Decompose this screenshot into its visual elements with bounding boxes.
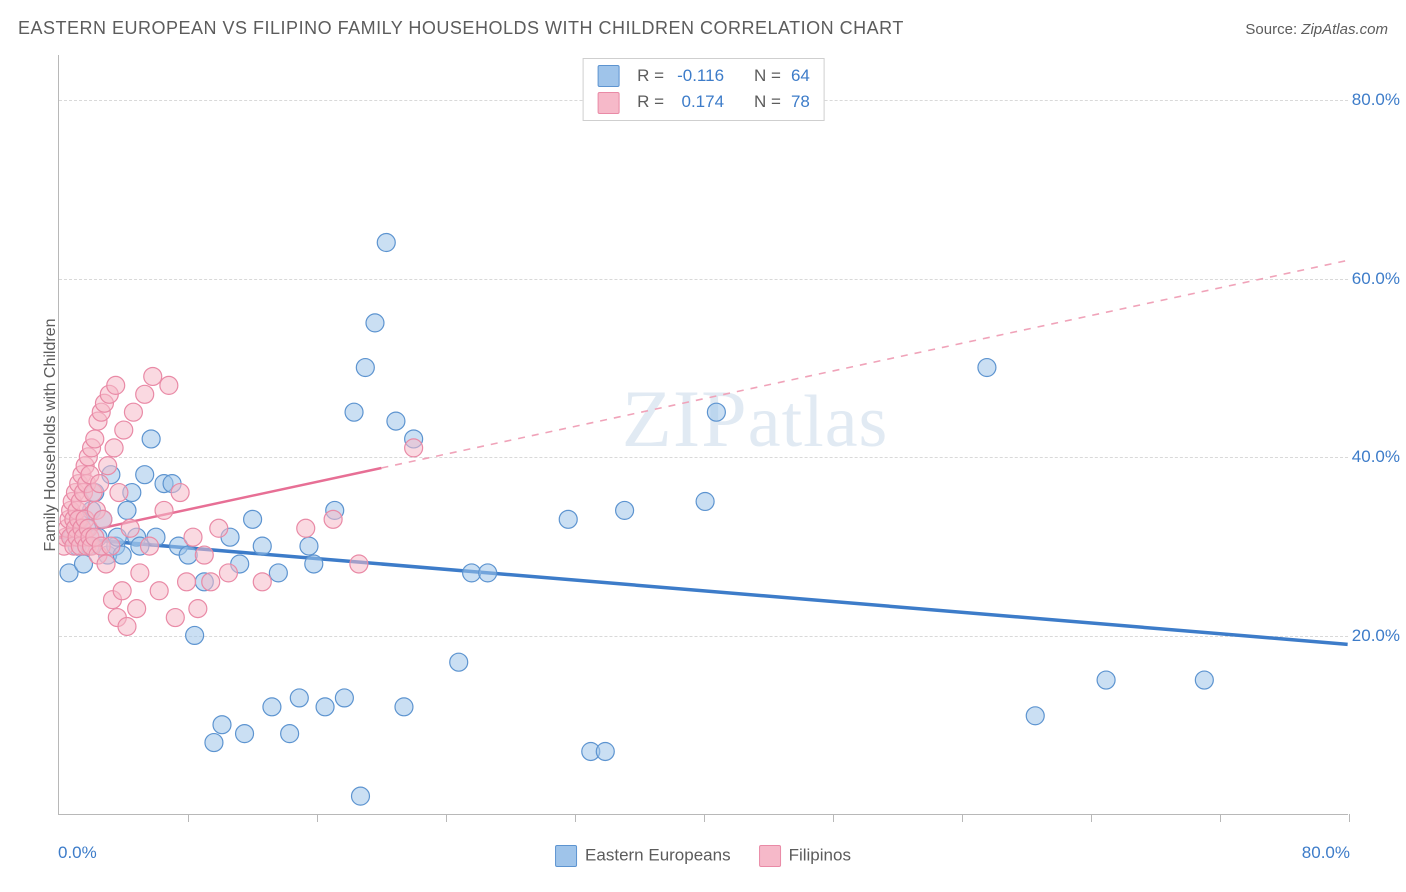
chart-title: EASTERN EUROPEAN VS FILIPINO FAMILY HOUS… xyxy=(18,18,904,39)
x-tick xyxy=(188,814,189,822)
stat-r-label: R = xyxy=(637,63,664,89)
stat-r-eastern: -0.116 xyxy=(674,63,724,89)
legend-item-filipino: Filipinos xyxy=(759,845,851,867)
x-origin-label: 0.0% xyxy=(58,843,97,863)
swatch-filipino xyxy=(597,92,619,114)
stat-row-filipino: R = 0.174 N = 78 xyxy=(597,89,810,115)
title-bar: EASTERN EUROPEAN VS FILIPINO FAMILY HOUS… xyxy=(18,18,1388,39)
plot-area: R = -0.116 N = 64 R = 0.174 N = 78 ZIPat… xyxy=(58,55,1348,815)
y-tick-label: 20.0% xyxy=(1352,626,1400,646)
x-max-label: 80.0% xyxy=(1302,843,1350,863)
x-tick xyxy=(704,814,705,822)
x-tick xyxy=(446,814,447,822)
correlation-stats-legend: R = -0.116 N = 64 R = 0.174 N = 78 xyxy=(582,58,825,121)
legend-swatch-eastern xyxy=(555,845,577,867)
x-tick xyxy=(1349,814,1350,822)
series-legend: Eastern Europeans Filipinos xyxy=(555,845,851,867)
x-tick xyxy=(962,814,963,822)
y-tick-label: 40.0% xyxy=(1352,447,1400,467)
x-tick xyxy=(575,814,576,822)
stat-row-eastern: R = -0.116 N = 64 xyxy=(597,63,810,89)
y-tick-label: 80.0% xyxy=(1352,90,1400,110)
legend-item-eastern: Eastern Europeans xyxy=(555,845,731,867)
y-tick-label: 60.0% xyxy=(1352,269,1400,289)
chart-container: R = -0.116 N = 64 R = 0.174 N = 78 ZIPat… xyxy=(18,55,1388,875)
source-name: ZipAtlas.com xyxy=(1301,21,1388,38)
x-tick xyxy=(833,814,834,822)
stat-n-eastern: 64 xyxy=(791,63,810,89)
scatter-svg xyxy=(59,55,1348,814)
stat-n-label: N = xyxy=(754,89,781,115)
y-axis-label: Family Households with Children xyxy=(42,318,60,551)
source-prefix: Source: xyxy=(1245,21,1301,38)
source-attribution: Source: ZipAtlas.com xyxy=(1245,21,1388,38)
legend-swatch-filipino xyxy=(759,845,781,867)
swatch-eastern xyxy=(597,65,619,87)
legend-label-filipino: Filipinos xyxy=(789,845,851,864)
stat-n-filipino: 78 xyxy=(791,89,810,115)
stat-n-label: N = xyxy=(754,63,781,89)
stat-r-filipino: 0.174 xyxy=(674,89,724,115)
stat-r-label: R = xyxy=(637,89,664,115)
x-tick xyxy=(1220,814,1221,822)
x-tick xyxy=(317,814,318,822)
legend-label-eastern: Eastern Europeans xyxy=(585,845,731,864)
x-tick xyxy=(1091,814,1092,822)
